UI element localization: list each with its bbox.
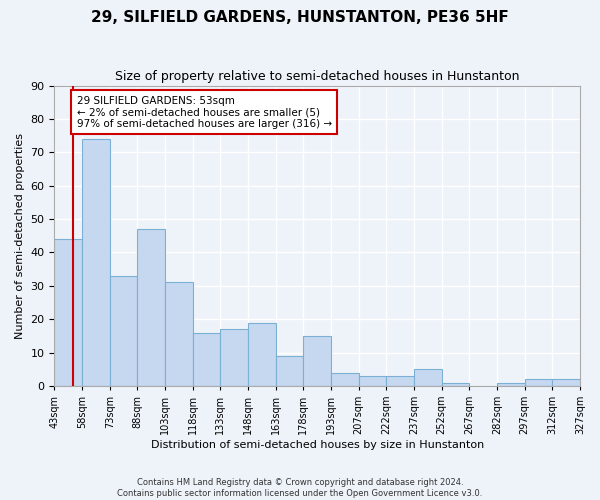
- Y-axis label: Number of semi-detached properties: Number of semi-detached properties: [15, 132, 25, 338]
- Bar: [137, 229, 165, 386]
- Text: 29, SILFIELD GARDENS, HUNSTANTON, PE36 5HF: 29, SILFIELD GARDENS, HUNSTANTON, PE36 5…: [91, 10, 509, 25]
- Bar: [248, 322, 276, 386]
- Bar: [304, 336, 331, 386]
- Text: 29 SILFIELD GARDENS: 53sqm
← 2% of semi-detached houses are smaller (5)
97% of s: 29 SILFIELD GARDENS: 53sqm ← 2% of semi-…: [77, 96, 332, 129]
- Bar: [82, 139, 110, 386]
- Bar: [110, 276, 137, 386]
- Bar: [414, 369, 442, 386]
- Bar: [524, 379, 553, 386]
- Bar: [497, 382, 524, 386]
- Bar: [359, 376, 386, 386]
- X-axis label: Distribution of semi-detached houses by size in Hunstanton: Distribution of semi-detached houses by …: [151, 440, 484, 450]
- Bar: [193, 332, 220, 386]
- Bar: [331, 372, 359, 386]
- Bar: [386, 376, 414, 386]
- Bar: [553, 379, 580, 386]
- Bar: [165, 282, 193, 386]
- Bar: [55, 239, 82, 386]
- Bar: [276, 356, 304, 386]
- Text: Contains HM Land Registry data © Crown copyright and database right 2024.
Contai: Contains HM Land Registry data © Crown c…: [118, 478, 482, 498]
- Bar: [220, 329, 248, 386]
- Title: Size of property relative to semi-detached houses in Hunstanton: Size of property relative to semi-detach…: [115, 70, 520, 83]
- Bar: [442, 382, 469, 386]
